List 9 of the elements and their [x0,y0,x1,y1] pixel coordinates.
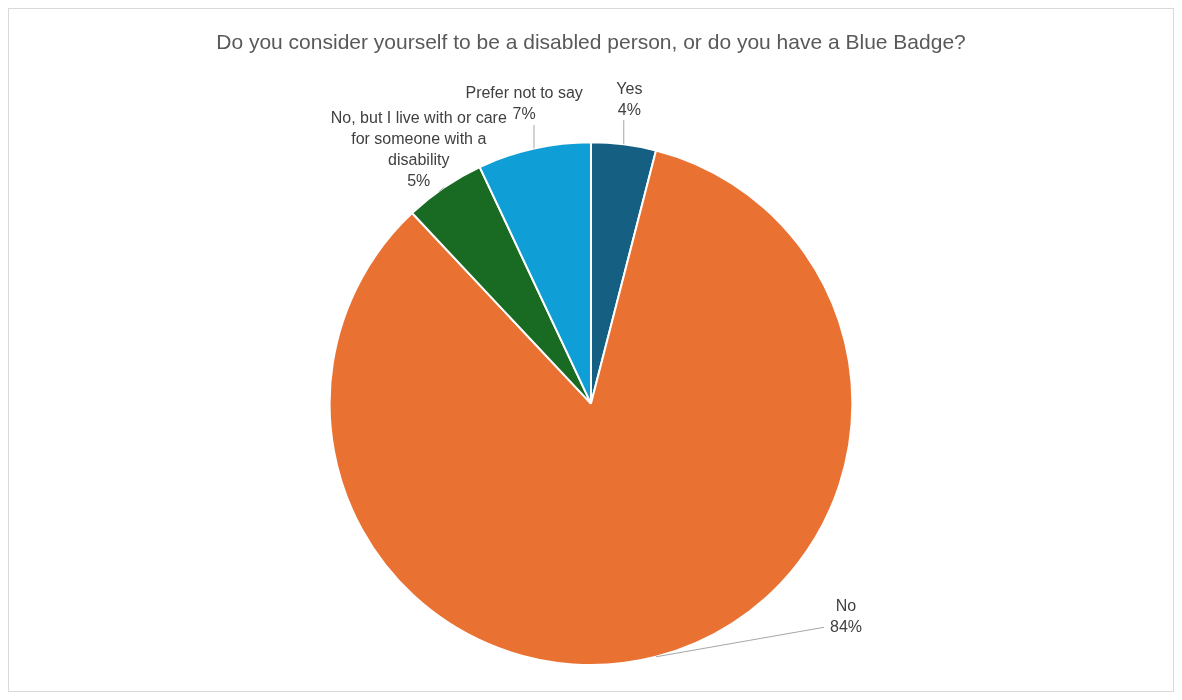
chart-title: Do you consider yourself to be a disabled person, or do you have a Blue Badge? [216,30,966,54]
slice-label: No [835,596,857,614]
data-label: 7% [512,105,536,123]
slice-label: Prefer not to say [465,84,583,102]
data-label: 5% [407,172,431,190]
slice-label: No, but I live with or care for someone with a disability [330,109,507,169]
data-label: 4% [617,100,641,118]
data-label: 84% [829,617,863,635]
slice-label: Yes [616,79,643,97]
